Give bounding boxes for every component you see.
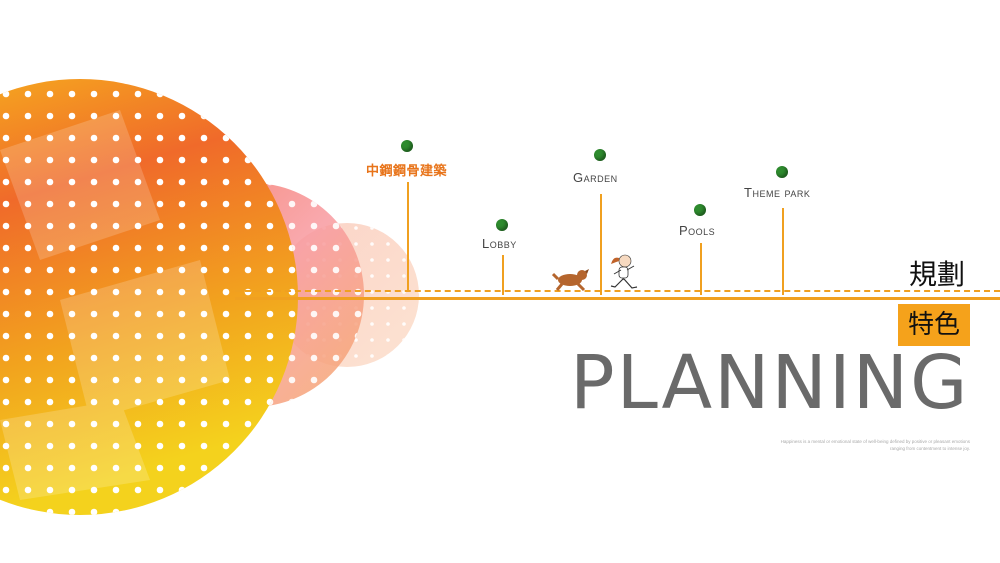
marker-stem (700, 243, 702, 295)
marker-dot (776, 166, 788, 178)
marker-dot (594, 149, 606, 161)
marker-dot (401, 140, 413, 152)
marker-label-steel-building: 中鋼鋼骨建築 (366, 163, 448, 178)
marker-stem (600, 194, 602, 295)
heading-planning-zh: 規劃 (908, 258, 965, 291)
big-title: PLANNING (570, 340, 970, 426)
marker-stem (782, 208, 784, 295)
marker-stem (407, 182, 409, 290)
marker-label-garden: Garden (573, 170, 618, 185)
marker-label-theme-park: Theme park (744, 185, 811, 200)
timeline-solid-line (235, 297, 1000, 300)
large-circle (0, 79, 298, 515)
marker-stem (502, 255, 504, 295)
marker-dot (694, 204, 706, 216)
running-girl-icon (610, 254, 638, 289)
caption-text: Happiness is a mental or emotional state… (780, 439, 970, 451)
timeline-dashed-line (235, 290, 1000, 292)
marker-dot (496, 219, 508, 231)
marker-label-pools: Pools (679, 223, 716, 238)
heading-features-zh: 特色 (898, 304, 970, 346)
dog-illustration-icon (552, 269, 589, 292)
marker-label-lobby: Lobby (482, 236, 517, 251)
